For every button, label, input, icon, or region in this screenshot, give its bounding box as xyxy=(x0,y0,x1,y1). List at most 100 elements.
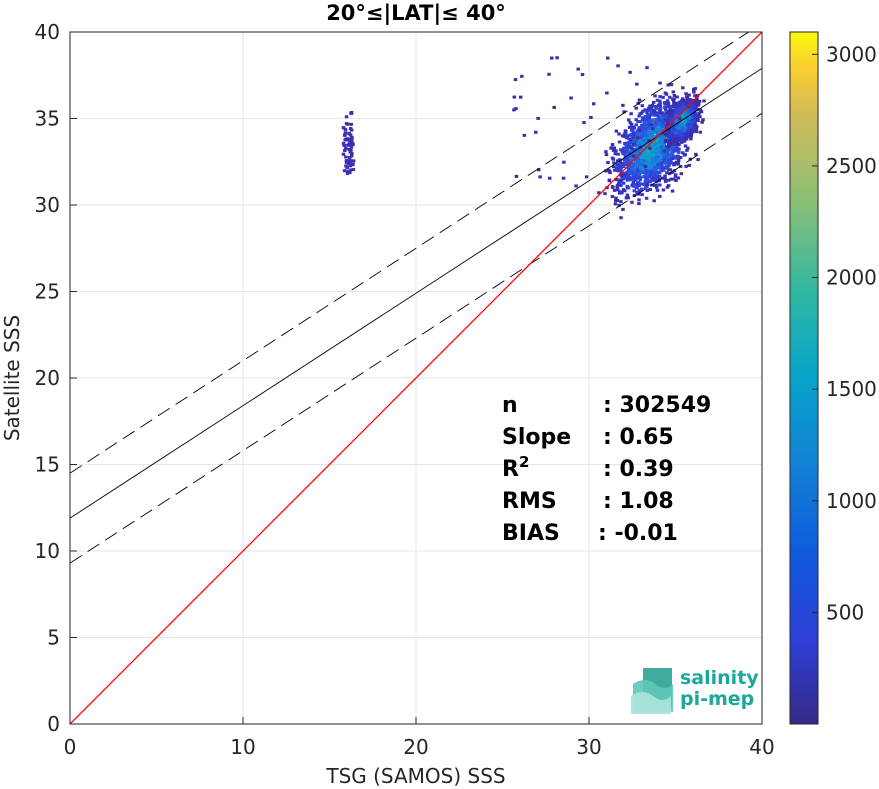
density-cell xyxy=(661,188,666,192)
density-cell xyxy=(636,132,641,136)
density-cell xyxy=(641,109,645,113)
density-cell xyxy=(646,121,651,125)
density-cell xyxy=(650,132,655,136)
density-cell xyxy=(620,149,625,153)
density-cell xyxy=(657,155,662,159)
fit-lower-line xyxy=(70,112,762,564)
density-cell xyxy=(348,160,352,164)
density-cell xyxy=(341,126,346,130)
y-tick-label: 40 xyxy=(35,20,60,44)
density-cell xyxy=(674,179,678,183)
density-cell xyxy=(625,153,630,157)
density-cell xyxy=(644,177,648,181)
density-cell xyxy=(654,183,658,187)
stat-label: n xyxy=(502,393,518,418)
density-cell xyxy=(549,56,554,60)
density-cell xyxy=(631,152,635,156)
density-cell xyxy=(342,169,347,173)
density-cell xyxy=(685,148,689,152)
density-cell xyxy=(653,127,657,131)
density-cell xyxy=(627,125,632,129)
density-cell xyxy=(647,139,651,143)
density-cell xyxy=(651,100,656,104)
y-tick-label: 30 xyxy=(35,193,60,217)
density-cell xyxy=(620,162,624,166)
density-cell xyxy=(653,113,658,117)
density-cell xyxy=(653,174,657,178)
density-cell xyxy=(638,112,643,116)
density-cell xyxy=(344,146,348,150)
density-cell xyxy=(685,122,690,126)
density-cell xyxy=(635,170,640,174)
density-cell xyxy=(624,130,628,134)
colorbar-tick-label: 2000 xyxy=(826,266,877,290)
stat-value: : 0.65 xyxy=(603,425,674,450)
density-cell xyxy=(701,118,705,122)
density-cell xyxy=(669,105,673,109)
density-cell xyxy=(657,158,661,162)
density-cell xyxy=(674,131,678,135)
density-cell xyxy=(649,164,654,168)
density-cell xyxy=(674,160,679,164)
density-cell xyxy=(651,145,655,149)
density-cell xyxy=(682,139,687,143)
density-cell xyxy=(686,134,690,138)
density-cell xyxy=(629,155,634,159)
density-cell xyxy=(656,121,661,125)
density-cell xyxy=(666,184,671,188)
density-cell xyxy=(615,163,620,167)
density-cell xyxy=(618,169,623,173)
x-tick-label: 10 xyxy=(230,735,255,759)
density-cell xyxy=(343,127,348,131)
density-cell xyxy=(676,158,681,162)
density-cell xyxy=(666,139,670,143)
y-tick-label: 10 xyxy=(35,539,60,563)
density-cell xyxy=(635,136,640,140)
density-cell xyxy=(636,167,640,171)
density-cell xyxy=(616,64,620,68)
density-cell xyxy=(657,165,661,169)
density-cell xyxy=(697,111,701,115)
density-cell xyxy=(644,196,649,200)
density-cell xyxy=(622,110,626,114)
density-cell xyxy=(640,193,644,197)
density-cell xyxy=(617,140,622,144)
density-cell xyxy=(689,128,693,132)
density-cell xyxy=(674,149,678,153)
density-cell xyxy=(686,130,690,134)
density-cell xyxy=(667,112,672,116)
density-cell xyxy=(662,149,667,153)
density-cell xyxy=(637,175,641,179)
density-cell xyxy=(660,118,665,122)
density-cell xyxy=(632,194,637,198)
density-cell xyxy=(678,115,682,119)
density-cell xyxy=(659,115,664,119)
density-cell xyxy=(694,114,698,118)
density-cell xyxy=(663,174,667,178)
stat-label: R2 xyxy=(502,453,529,482)
density-cell xyxy=(669,159,673,163)
density-cell xyxy=(628,171,632,175)
density-cell xyxy=(536,168,541,172)
density-cell xyxy=(630,170,634,174)
density-cell xyxy=(683,127,688,131)
density-cell xyxy=(547,176,552,180)
density-cell xyxy=(685,99,690,103)
density-cell xyxy=(666,150,670,154)
density-cell xyxy=(613,152,618,156)
density-cell xyxy=(626,158,631,162)
density-cell xyxy=(618,178,623,182)
density-cell xyxy=(621,103,625,107)
salinity-pi-mep-logo: salinity pi-mep xyxy=(631,667,759,714)
density-cell xyxy=(655,133,660,137)
density-cell xyxy=(640,118,645,122)
density-cell xyxy=(664,111,669,115)
density-cell xyxy=(637,143,642,147)
density-cell xyxy=(576,67,580,71)
density-cell xyxy=(612,168,617,172)
density-cell xyxy=(621,152,625,156)
colorbar-tick-label: 1500 xyxy=(826,377,877,401)
density-cell xyxy=(634,158,638,162)
density-cell xyxy=(607,179,612,183)
density-cell xyxy=(683,113,687,117)
